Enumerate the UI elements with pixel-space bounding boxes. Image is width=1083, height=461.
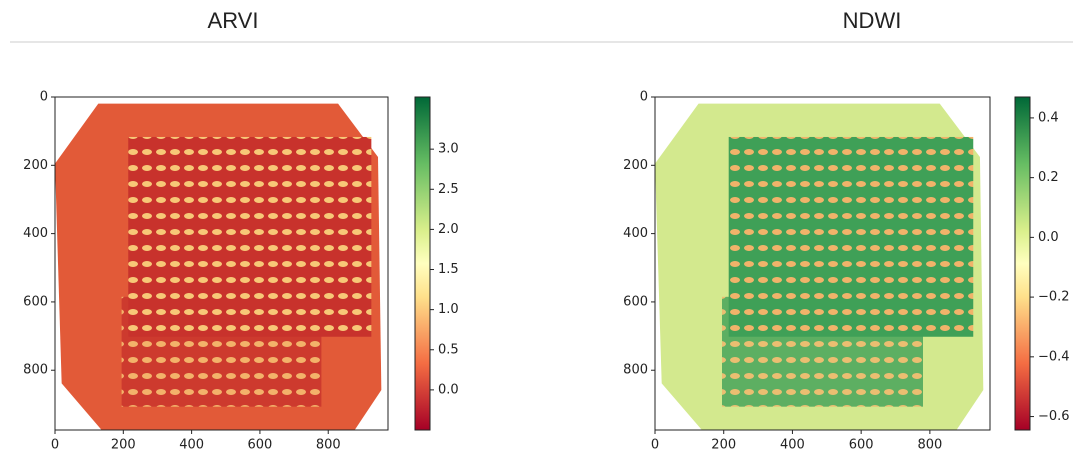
x-tick-label: 800 (917, 438, 942, 453)
x-tick-label: 800 (316, 438, 341, 453)
raster-rows (722, 296, 923, 407)
y-tick-label: 200 (623, 158, 648, 173)
plot-frame (54, 96, 389, 431)
colorbar (414, 96, 431, 431)
y-tick-label: 400 (23, 226, 48, 241)
colorbar-tick-label: 0.0 (1038, 230, 1059, 245)
colorbar-tick-label: 2.5 (438, 182, 459, 197)
colorbar-tick-label: 0.2 (1038, 170, 1059, 185)
y-tick-label: 0 (640, 90, 648, 105)
y-tick-label: 0 (40, 90, 48, 105)
colorbar-tick-label: 1.5 (438, 262, 459, 277)
chart-title: NDWI (843, 8, 902, 33)
raster-rows (121, 296, 322, 407)
colorbar-tick-label: −0.6 (1038, 409, 1070, 424)
y-tick-label: 800 (23, 363, 48, 378)
x-tick-label: 200 (111, 438, 136, 453)
x-tick-label: 0 (51, 438, 59, 453)
colorbar-tick-label: −0.4 (1038, 349, 1070, 364)
y-tick-label: 800 (623, 363, 648, 378)
plot-frame (654, 96, 991, 431)
x-tick-label: 200 (711, 438, 736, 453)
x-tick-label: 0 (651, 438, 659, 453)
colorbar-tick-label: 2.0 (438, 222, 459, 237)
y-tick-label: 200 (23, 158, 48, 173)
colorbar-tick-label: 0.5 (438, 342, 459, 357)
chart-title: ARVI (208, 8, 259, 33)
y-tick-label: 600 (23, 294, 48, 309)
y-tick-label: 400 (623, 226, 648, 241)
x-tick-label: 600 (849, 438, 874, 453)
colorbar-tick-label: 1.0 (438, 302, 459, 317)
colorbar-tick-label: 0.4 (1038, 110, 1059, 125)
x-tick-label: 400 (179, 438, 204, 453)
colorbar-tick-label: −0.2 (1038, 290, 1070, 305)
x-tick-label: 400 (780, 438, 805, 453)
colorbar-tick-label: 0.0 (438, 382, 459, 397)
colorbar (1014, 96, 1031, 431)
x-tick-label: 600 (248, 438, 273, 453)
y-tick-label: 600 (623, 294, 648, 309)
colorbar-tick-label: 3.0 (438, 142, 459, 157)
